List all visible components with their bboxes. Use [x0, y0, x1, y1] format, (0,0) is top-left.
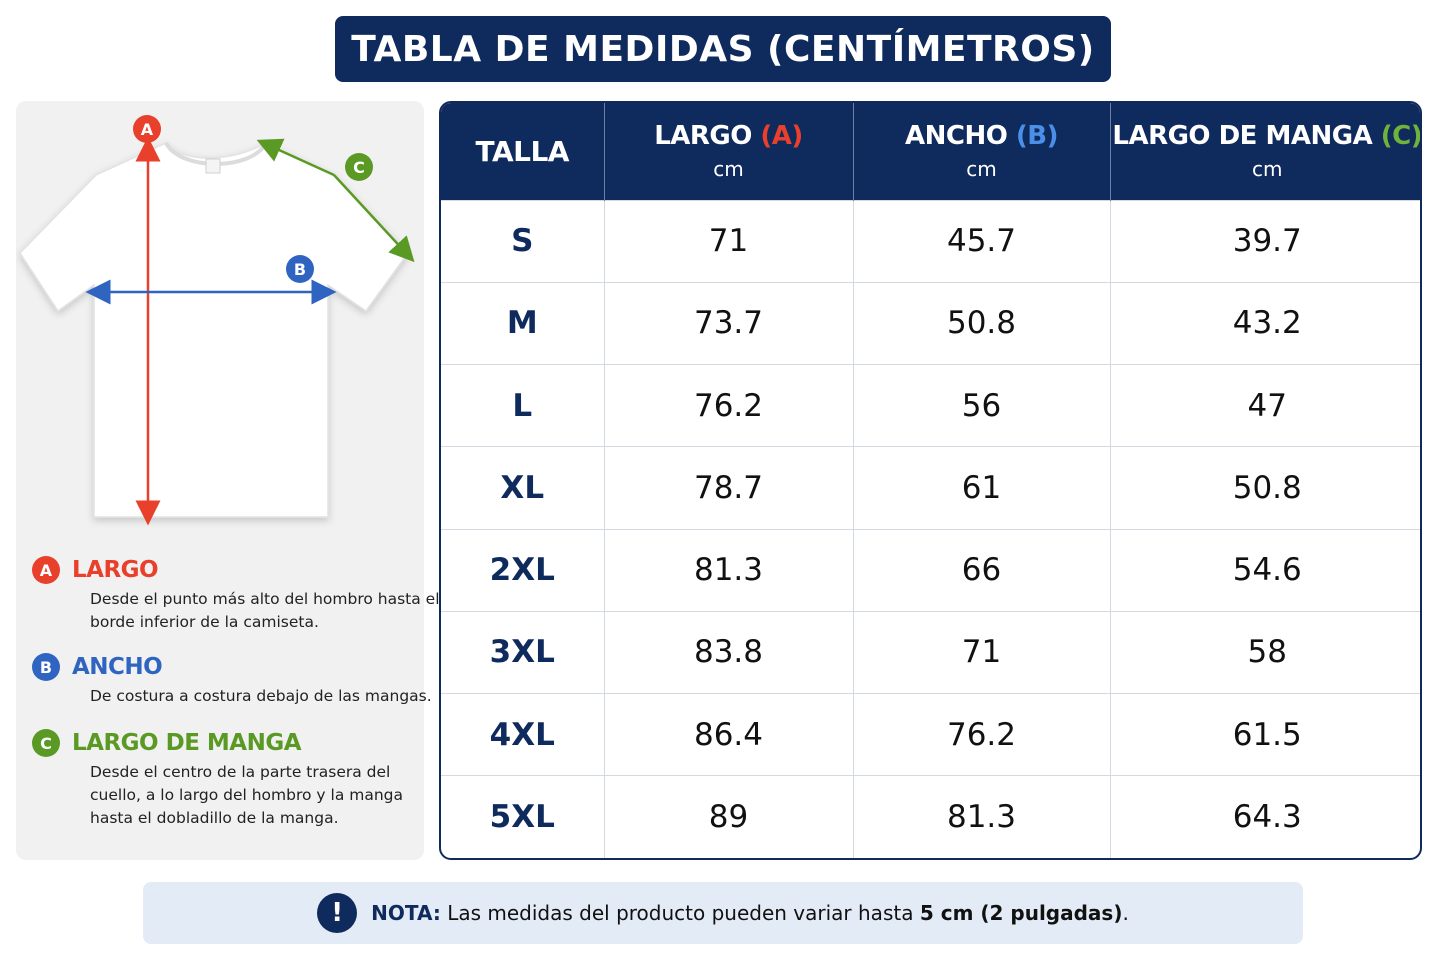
table-row: 2XL 81.3 66 54.6 — [441, 528, 1420, 612]
cell-ancho: 66 — [853, 528, 1111, 612]
table-row: L 76.2 56 47 — [441, 363, 1420, 447]
table-row: XL 78.7 61 50.8 — [441, 446, 1420, 529]
legend-manga-desc: Desde el centro de la parte trasera del … — [90, 763, 404, 827]
table-row: 3XL 83.8 71 58 — [441, 610, 1420, 694]
legend-ancho-desc: De costura a costura debajo de las manga… — [90, 687, 432, 705]
cell-size: M — [441, 281, 605, 365]
cell-size: S — [441, 199, 605, 283]
cell-manga: 58 — [1110, 610, 1420, 694]
cell-manga: 43.2 — [1110, 281, 1420, 365]
tshirt-body — [19, 142, 409, 518]
cell-size: 2XL — [441, 528, 605, 612]
cell-largo: 81.3 — [604, 528, 854, 612]
measurement-guide-panel: A B C A LARGO Desde el punto más alto de… — [16, 101, 440, 860]
cell-largo: 89 — [604, 775, 854, 858]
note-banner: ! NOTA: Las medidas del producto pueden … — [143, 882, 1303, 944]
cell-size: XL — [441, 446, 605, 529]
table-row: 5XL 89 81.3 64.3 — [441, 775, 1420, 858]
cell-ancho: 61 — [853, 446, 1111, 529]
svg-text:A: A — [141, 120, 154, 139]
cell-largo: 86.4 — [604, 692, 854, 776]
legend-ancho: B ANCHO De costura a costura debajo de l… — [32, 653, 432, 708]
legend-largo: A LARGO Desde el punto más alto del homb… — [32, 556, 440, 634]
cell-manga: 64.3 — [1110, 775, 1420, 858]
cell-ancho: 45.7 — [853, 199, 1111, 283]
svg-text:B: B — [294, 260, 306, 279]
note-text: NOTA: Las medidas del producto pueden va… — [371, 901, 1129, 925]
badge-a: A — [133, 115, 161, 143]
cell-size: L — [441, 363, 605, 447]
tshirt-label — [205, 158, 221, 174]
page-title: TABLA DE MEDIDAS (CENTÍMETROS) — [335, 16, 1111, 82]
cell-manga: 50.8 — [1110, 446, 1420, 529]
cell-largo: 83.8 — [604, 610, 854, 694]
table-row: S 71 45.7 39.7 — [441, 199, 1420, 283]
cell-largo: 73.7 — [604, 281, 854, 365]
badge-b: B — [286, 255, 314, 283]
cell-size: 3XL — [441, 610, 605, 694]
table-row: M 73.7 50.8 43.2 — [441, 281, 1420, 365]
badge-c-icon: C — [32, 729, 60, 757]
size-table: TALLA LARGO (A) cm ANCHO (B) cm LARGO DE… — [439, 101, 1422, 860]
manga-arrow — [256, 138, 335, 177]
badge-c: C — [345, 153, 373, 181]
cell-ancho: 76.2 — [853, 692, 1111, 776]
legend-ancho-name: ANCHO — [72, 654, 163, 680]
legend-manga: C LARGO DE MANGA Desde el centro de la p… — [32, 729, 432, 830]
legend-manga-name: LARGO DE MANGA — [72, 730, 302, 756]
cell-ancho: 56 — [853, 363, 1111, 447]
exclamation-icon: ! — [317, 893, 358, 933]
tshirt-diagram: A B C — [19, 115, 415, 526]
header-manga: LARGO DE MANGA (C) cm — [1112, 121, 1422, 182]
header-talla: TALLA — [441, 103, 605, 200]
cell-largo: 78.7 — [604, 446, 854, 529]
cell-size: 5XL — [441, 775, 605, 858]
badge-b-icon: B — [32, 653, 60, 681]
svg-text:C: C — [353, 158, 365, 177]
cell-ancho: 50.8 — [853, 281, 1111, 365]
cell-manga: 39.7 — [1110, 199, 1420, 283]
badge-a-icon: A — [32, 556, 60, 584]
cell-largo: 76.2 — [604, 363, 854, 447]
header-largo: LARGO (A) cm — [604, 103, 854, 200]
cell-manga: 54.6 — [1110, 528, 1420, 612]
cell-largo: 71 — [604, 199, 854, 283]
cell-ancho: 81.3 — [853, 775, 1111, 858]
table-row: 4XL 86.4 76.2 61.5 — [441, 692, 1420, 776]
cell-ancho: 71 — [853, 610, 1111, 694]
cell-size: 4XL — [441, 692, 605, 776]
cell-manga: 61.5 — [1110, 692, 1420, 776]
legend-largo-desc: Desde el punto más alto del hombro hasta… — [90, 590, 440, 631]
header-ancho: ANCHO (B) cm — [853, 103, 1111, 200]
cell-manga: 47 — [1110, 363, 1420, 447]
table-header-row: TALLA LARGO (A) cm ANCHO (B) cm LARGO DE… — [441, 103, 1422, 200]
legend-largo-name: LARGO — [72, 557, 159, 583]
